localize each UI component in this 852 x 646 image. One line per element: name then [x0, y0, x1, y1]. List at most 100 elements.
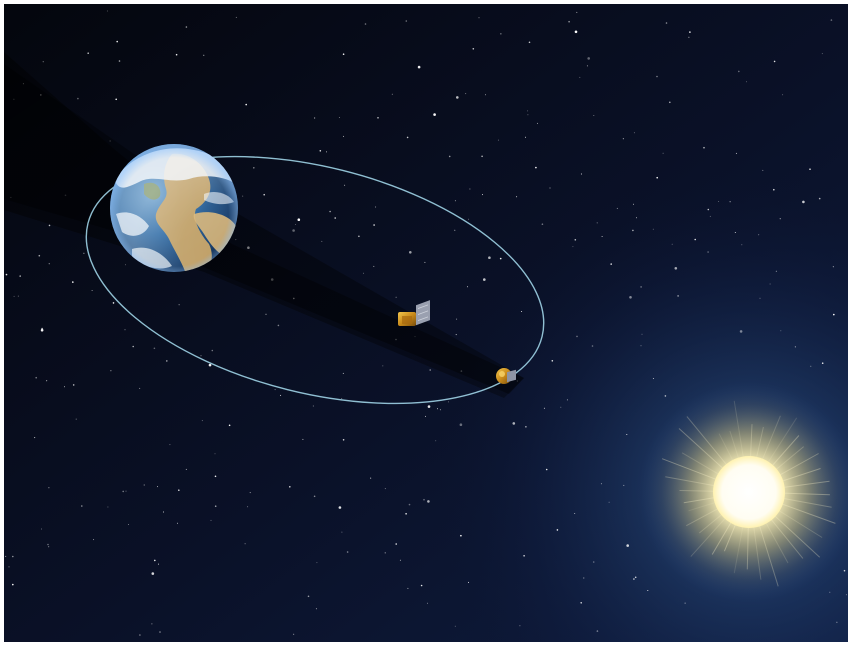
- star: [622, 138, 624, 140]
- star: [373, 265, 375, 267]
- star: [319, 150, 322, 152]
- star: [395, 543, 398, 545]
- star: [738, 70, 740, 73]
- sun-ray: [782, 497, 832, 508]
- star: [302, 438, 304, 440]
- star: [228, 424, 231, 427]
- star: [313, 495, 316, 498]
- star: [46, 380, 48, 382]
- star: [483, 278, 486, 281]
- star: [363, 272, 364, 274]
- star: [541, 223, 544, 225]
- star: [166, 360, 168, 362]
- star: [19, 275, 21, 277]
- sun-ray: [761, 415, 781, 461]
- star: [48, 546, 50, 548]
- star: [482, 194, 483, 196]
- star: [34, 437, 36, 439]
- star: [12, 555, 14, 558]
- star: [203, 54, 205, 56]
- star: [734, 232, 736, 233]
- star: [662, 152, 664, 154]
- star: [576, 11, 578, 13]
- star: [292, 229, 295, 232]
- star: [525, 426, 527, 428]
- star: [408, 503, 411, 506]
- star: [185, 468, 187, 470]
- star: [574, 513, 576, 514]
- star: [641, 333, 643, 335]
- star: [794, 346, 796, 348]
- star: [429, 369, 432, 371]
- star: [399, 559, 401, 561]
- star: [674, 267, 678, 270]
- sun-ray: [690, 516, 727, 557]
- star: [159, 631, 161, 633]
- star: [437, 408, 438, 410]
- star: [382, 365, 384, 367]
- star: [315, 608, 317, 610]
- star: [329, 210, 331, 213]
- star: [425, 415, 426, 417]
- star: [83, 252, 85, 254]
- star: [235, 16, 237, 18]
- star: [244, 543, 246, 545]
- star: [42, 61, 44, 63]
- star: [295, 224, 297, 225]
- star: [242, 195, 244, 197]
- star: [568, 20, 570, 23]
- star: [459, 423, 463, 427]
- star: [468, 218, 470, 220]
- sun-ray: [686, 416, 728, 467]
- star: [178, 304, 180, 306]
- star: [762, 169, 764, 171]
- sun-ray: [771, 435, 800, 467]
- star: [107, 506, 109, 508]
- star: [608, 501, 610, 503]
- star: [405, 20, 408, 22]
- star: [341, 531, 343, 533]
- sun-ray: [764, 521, 789, 564]
- star: [265, 313, 267, 315]
- star: [843, 569, 846, 572]
- star: [587, 57, 590, 60]
- star: [809, 168, 811, 170]
- star: [358, 235, 360, 238]
- star: [610, 263, 612, 265]
- star: [821, 362, 824, 365]
- star: [48, 263, 50, 265]
- star: [782, 94, 784, 96]
- star: [346, 551, 349, 553]
- star: [626, 434, 628, 435]
- star: [537, 122, 538, 124]
- star: [235, 239, 237, 241]
- star: [465, 93, 467, 95]
- star: [373, 224, 375, 226]
- sun-ray: [753, 525, 762, 580]
- sun-ray: [661, 458, 718, 481]
- star: [596, 222, 598, 224]
- star: [118, 60, 121, 62]
- star: [201, 420, 203, 422]
- star: [109, 140, 111, 142]
- star: [409, 251, 412, 254]
- star: [652, 378, 654, 379]
- star: [525, 136, 526, 138]
- star: [830, 19, 833, 21]
- sun-ray: [688, 501, 717, 512]
- star: [472, 48, 475, 50]
- star: [8, 566, 10, 568]
- star: [175, 53, 178, 56]
- star: [112, 302, 115, 304]
- star: [527, 110, 529, 112]
- star: [556, 529, 559, 531]
- star: [122, 490, 124, 493]
- star: [591, 345, 594, 347]
- star: [158, 563, 159, 565]
- star: [677, 295, 679, 297]
- star: [185, 26, 188, 28]
- star: [773, 60, 776, 63]
- star: [247, 246, 250, 249]
- star: [583, 577, 585, 579]
- star: [423, 498, 425, 501]
